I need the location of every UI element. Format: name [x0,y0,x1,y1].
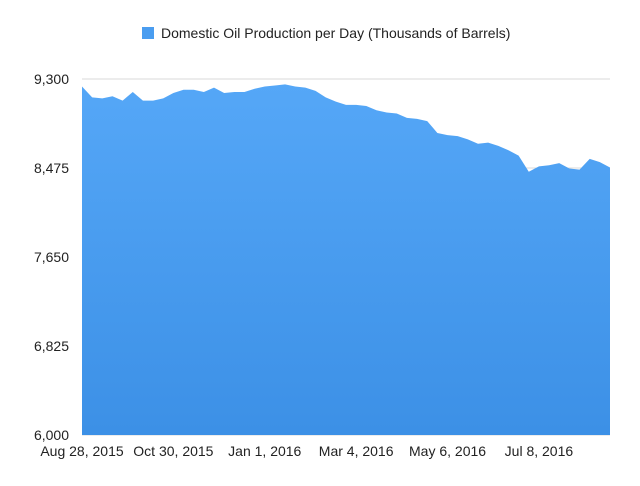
x-tick-label: Jul 8, 2016 [505,443,574,459]
legend-label: Domestic Oil Production per Day (Thousan… [161,25,510,41]
y-axis-tick-labels: 6,000 6,825 7,650 8,475 9,300 [34,71,69,443]
x-tick-label: May 6, 2016 [409,443,486,459]
y-tick-label: 8,475 [34,160,69,176]
area-series [82,84,610,435]
area-fill [82,84,610,435]
x-tick-label: Mar 4, 2016 [319,443,394,459]
x-tick-label: Aug 28, 2015 [40,443,124,459]
legend-swatch [142,27,154,39]
y-tick-label: 7,650 [34,249,69,265]
y-tick-label: 9,300 [34,71,69,87]
x-tick-label: Oct 30, 2015 [133,443,213,459]
x-tick-label: Jan 1, 2016 [228,443,301,459]
y-tick-label: 6,825 [34,338,69,354]
x-axis-tick-labels: Aug 28, 2015 Oct 30, 2015 Jan 1, 2016 Mar 4… [40,443,573,459]
y-tick-label: 6,000 [34,427,69,443]
legend: Domestic Oil Production per Day (Thousan… [142,25,510,41]
